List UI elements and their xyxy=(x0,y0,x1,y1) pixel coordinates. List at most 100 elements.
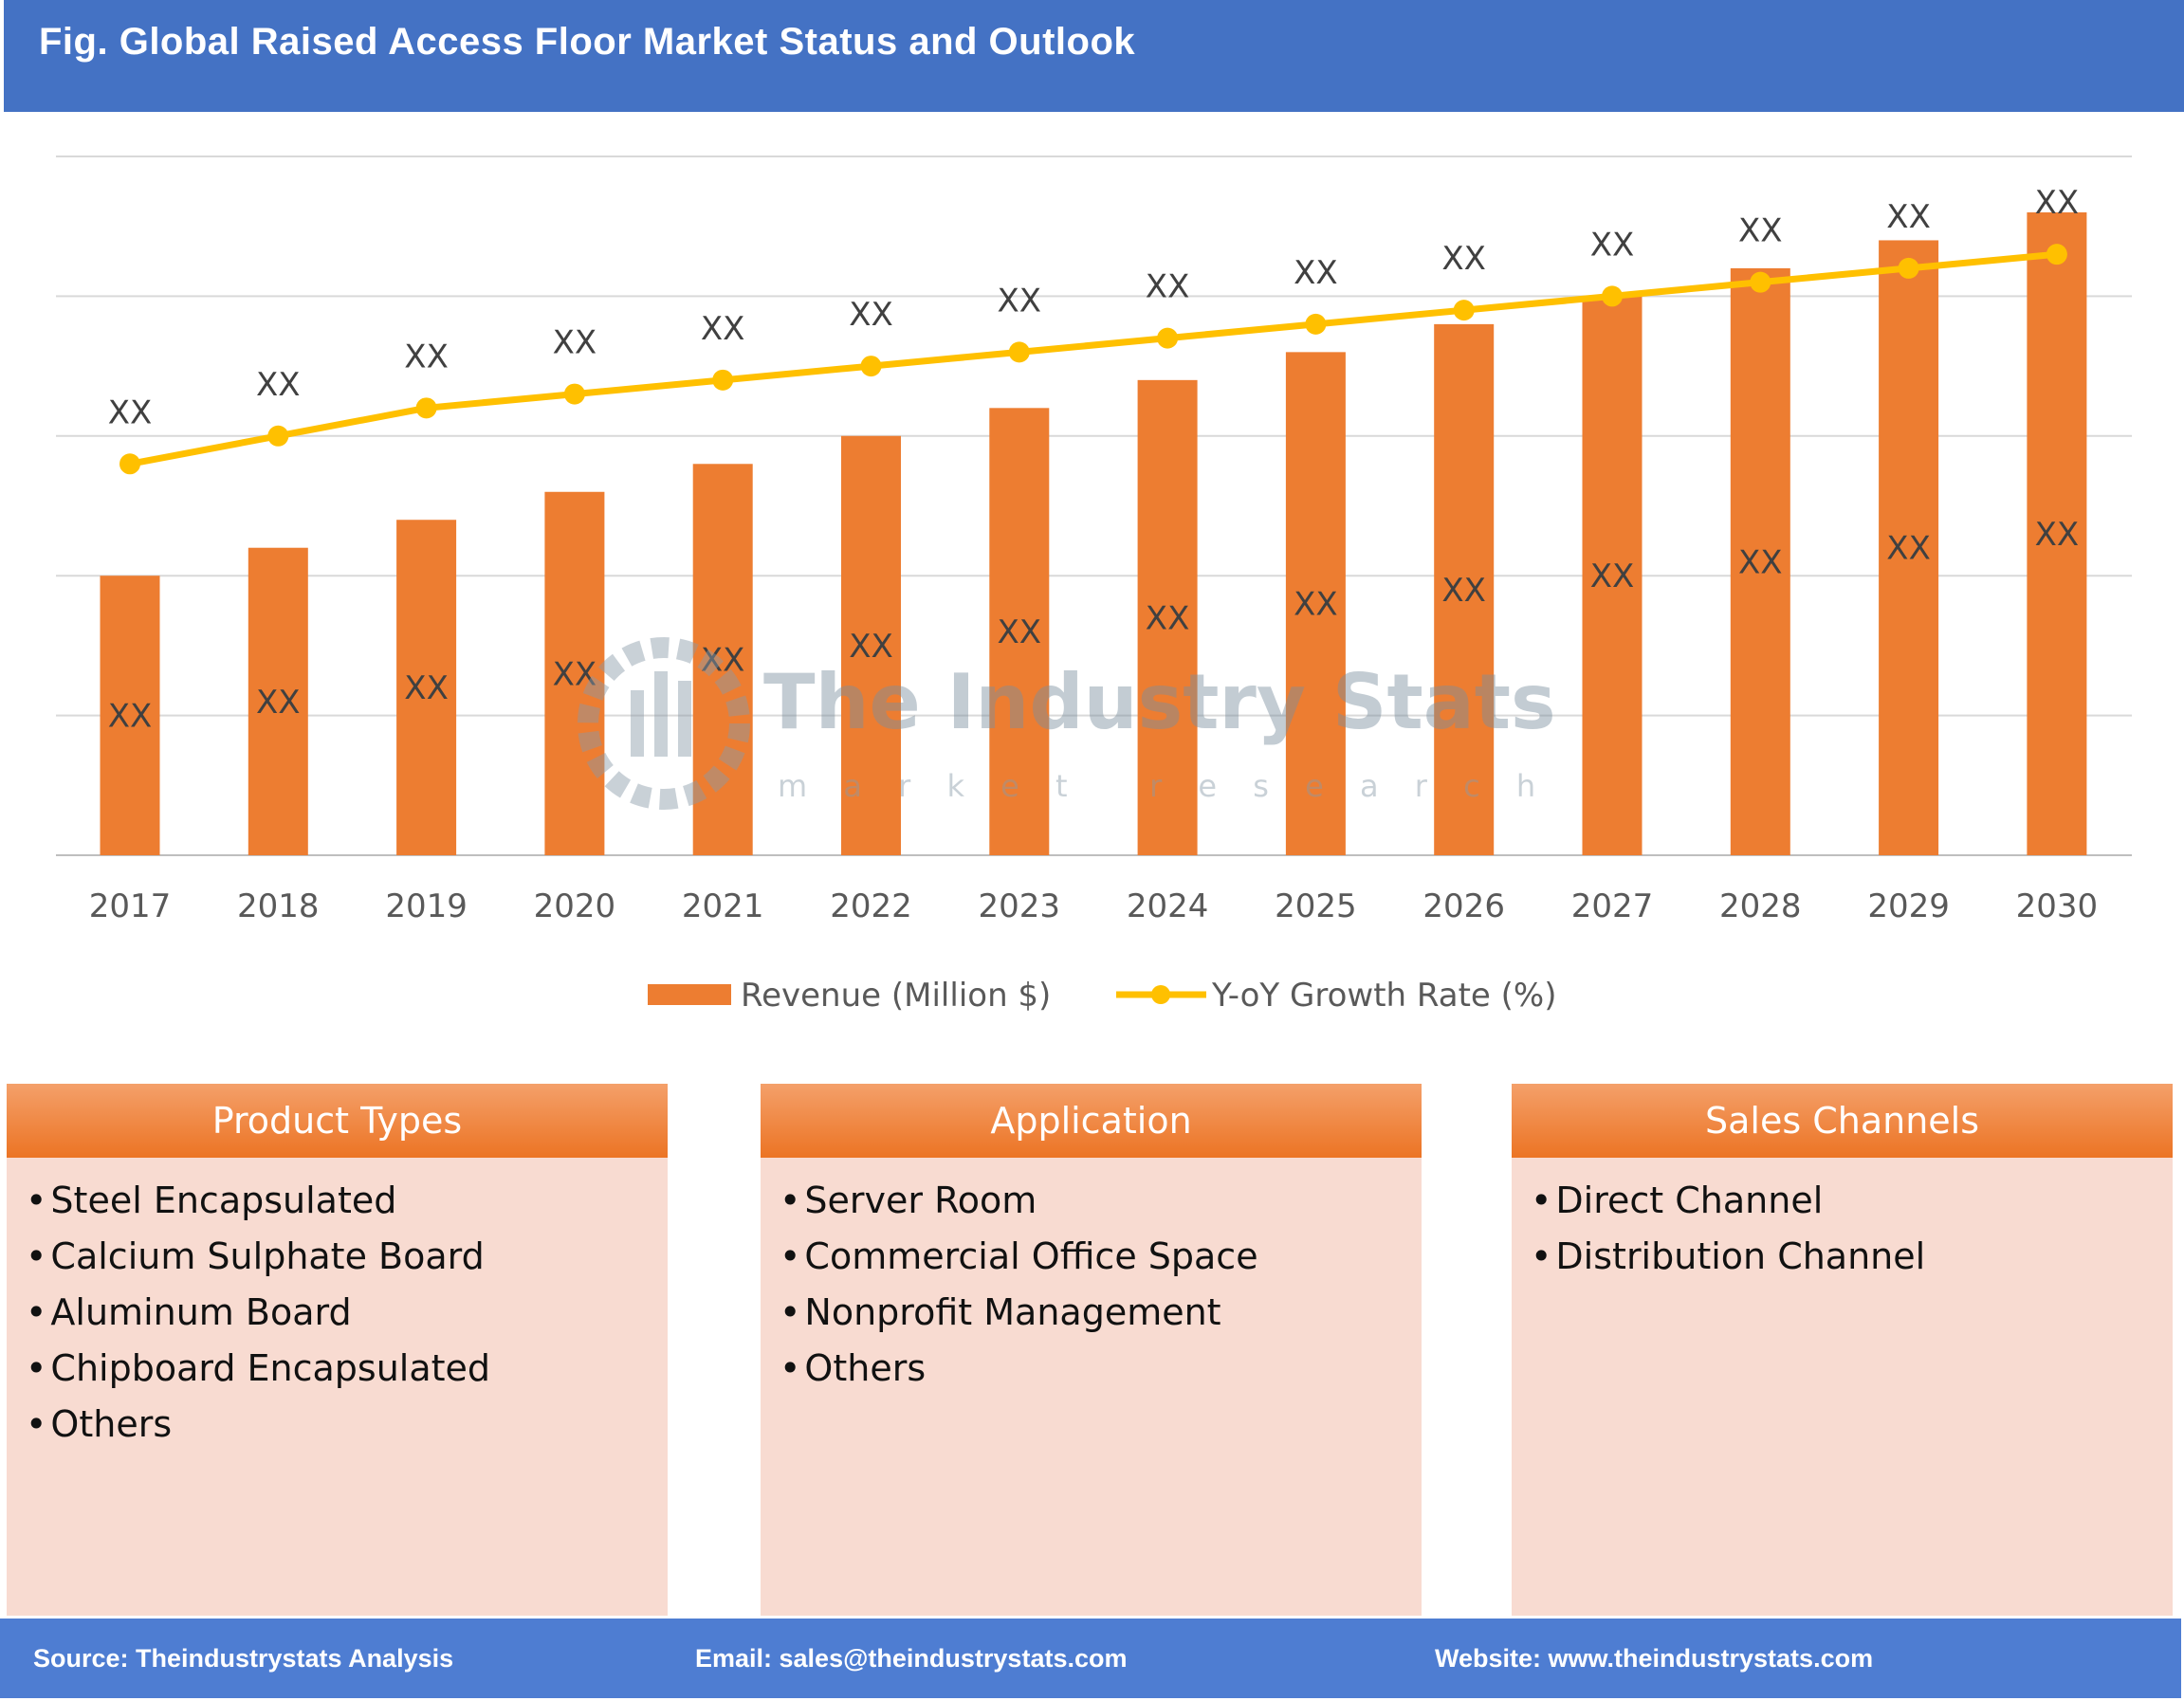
list-item: Chipboard Encapsulated xyxy=(26,1341,668,1397)
legend-label-growth: Y-oY Growth Rate (%) xyxy=(1211,977,1557,1015)
bar-revenue-2019 xyxy=(396,520,457,855)
x-tick-label: 2023 xyxy=(979,887,1061,925)
growth-label: XX xyxy=(1441,240,1486,278)
growth-label: XX xyxy=(108,393,153,431)
growth-label: XX xyxy=(1294,254,1338,292)
growth-label: XX xyxy=(2035,184,2080,222)
x-tick-label: 2028 xyxy=(1719,887,1802,925)
bar-revenue-2026 xyxy=(1434,323,1495,855)
bar-revenue-2030 xyxy=(2027,211,2087,856)
bar-label: XX xyxy=(1294,586,1338,624)
legend-label-revenue: Revenue (Million $) xyxy=(741,977,1051,1015)
bar-revenue-2025 xyxy=(1285,352,1346,855)
growth-point-2028 xyxy=(1750,271,1771,293)
x-tick-label: 2026 xyxy=(1422,887,1505,925)
panel-title: Product Types xyxy=(7,1084,668,1158)
list-item: Others xyxy=(26,1397,668,1453)
growth-point-2027 xyxy=(1602,285,1623,307)
bar-label: XX xyxy=(1886,530,1931,568)
list-item: Commercial Office Space xyxy=(780,1229,1422,1285)
header-bar: Fig. Global Raised Access Floor Market S… xyxy=(4,0,2184,112)
growth-point-2024 xyxy=(1157,327,1179,349)
growth-label: XX xyxy=(1590,226,1635,264)
bar-label: XX xyxy=(998,613,1042,651)
growth-point-2030 xyxy=(2046,244,2067,265)
x-tick-label: 2029 xyxy=(1867,887,1950,925)
growth-label: XX xyxy=(998,282,1042,320)
growth-label: XX xyxy=(404,338,449,375)
growth-point-2020 xyxy=(563,383,585,405)
list-item: Others xyxy=(780,1341,1422,1397)
growth-point-2025 xyxy=(1305,313,1327,335)
x-tick-label: 2019 xyxy=(385,887,468,925)
watermark-tagline: m a r k e t r e s e a r c h xyxy=(778,768,1549,804)
footer-website[interactable]: Website: www.theindustrystats.com xyxy=(1435,1644,1874,1673)
growth-point-2029 xyxy=(1898,257,1919,279)
list-item: Server Room xyxy=(780,1173,1422,1229)
list-item: Direct Channel xyxy=(1531,1173,2173,1229)
growth-point-2019 xyxy=(415,397,437,419)
footer-bar: Source: Theindustrystats Analysis Email:… xyxy=(0,1619,2181,1698)
x-tick-label: 2027 xyxy=(1571,887,1654,925)
growth-label: XX xyxy=(1738,212,1783,250)
list-item: Calcium Sulphate Board xyxy=(26,1229,668,1285)
panel-sales-channels: Sales Channels Direct Channel Distributi… xyxy=(1512,1084,2173,1616)
legend-marker-growth xyxy=(1151,985,1170,1004)
chart: XX XX XX XX XX XX XX XX XX XX XX XX XX XX The Industr… xyxy=(56,155,2132,1015)
legend-swatch-revenue xyxy=(648,984,731,1005)
bar-label: XX xyxy=(256,684,301,722)
bar-revenue-2020 xyxy=(544,491,605,855)
bar-label: XX xyxy=(1590,558,1635,595)
list-item: Nonprofit Management xyxy=(780,1285,1422,1341)
growth-label: XX xyxy=(701,310,745,348)
footer-email[interactable]: Email: sales@theindustrystats.com xyxy=(695,1644,1128,1673)
page-title: Fig. Global Raised Access Floor Market S… xyxy=(39,21,1136,63)
bar-label: XX xyxy=(1441,572,1486,610)
bar-revenue-2018 xyxy=(248,547,308,855)
growth-point-2021 xyxy=(712,369,734,391)
x-tick-label: 2021 xyxy=(682,887,764,925)
growth-point-2017 xyxy=(119,453,140,475)
growth-label: XX xyxy=(1146,268,1190,306)
growth-line xyxy=(129,250,2058,467)
bar-revenue-2027 xyxy=(1582,296,1643,855)
panel-product-types: Product Types Steel Encapsulated Calcium… xyxy=(7,1084,668,1616)
panel-title: Sales Channels xyxy=(1512,1084,2173,1158)
bar-revenue-2017 xyxy=(100,576,160,855)
bar-label: XX xyxy=(404,669,449,707)
list-item: Steel Encapsulated xyxy=(26,1173,668,1229)
bar-revenue-2023 xyxy=(989,408,1050,855)
growth-label: XX xyxy=(256,366,301,404)
bar-revenue-2021 xyxy=(692,464,753,855)
growth-point-2022 xyxy=(860,356,882,377)
x-tick-label: 2018 xyxy=(237,887,320,925)
growth-point-2018 xyxy=(267,425,289,447)
x-tick-label: 2030 xyxy=(2016,887,2099,925)
x-tick-label: 2025 xyxy=(1275,887,1357,925)
bar-label: XX xyxy=(1738,543,1783,581)
panel-title: Application xyxy=(761,1084,1422,1158)
watermark-logo: The Industry Stats m a r k e t r e s e a… xyxy=(578,637,1556,810)
growth-label: XX xyxy=(553,324,597,362)
footer-source: Source: Theindustrystats Analysis xyxy=(33,1644,454,1673)
bar-label: XX xyxy=(108,698,153,736)
bar-label: XX xyxy=(701,642,745,680)
growth-point-2023 xyxy=(1008,341,1030,363)
bar-revenue-2028 xyxy=(1730,267,1790,855)
list-item: Distribution Channel xyxy=(1531,1229,2173,1285)
bar-label: XX xyxy=(2035,516,2080,554)
watermark-text: The Industry Stats xyxy=(763,658,1556,746)
bar-label: XX xyxy=(553,655,597,693)
growth-label: XX xyxy=(849,296,893,334)
list-item: Aluminum Board xyxy=(26,1285,668,1341)
x-tick-label: 2020 xyxy=(534,887,616,925)
bar-revenue-2022 xyxy=(841,435,901,855)
x-tick-label: 2022 xyxy=(830,887,912,925)
x-tick-label: 2024 xyxy=(1127,887,1209,925)
bar-revenue-2024 xyxy=(1137,379,1198,855)
bar-label: XX xyxy=(849,628,893,666)
bar-label: XX xyxy=(1146,599,1190,637)
panel-application: Application Server Room Commercial Offic… xyxy=(761,1084,1422,1616)
growth-point-2026 xyxy=(1453,300,1475,321)
growth-label: XX xyxy=(1886,198,1931,236)
